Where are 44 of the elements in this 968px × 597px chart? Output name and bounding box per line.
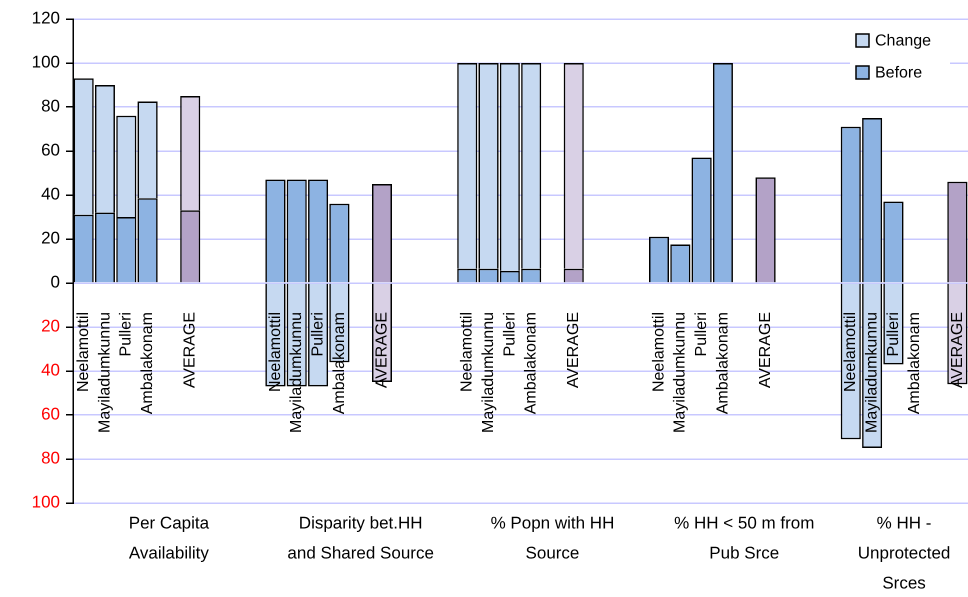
y-tick-label: 60 bbox=[41, 404, 60, 424]
x-tick-label: AVERAGE bbox=[565, 312, 582, 388]
x-tick-label: Ambalakonam bbox=[906, 312, 924, 414]
x-tick-label: Mayiladumkunnu bbox=[480, 312, 497, 433]
x-tick-label: Mayiladumkunnu bbox=[672, 312, 689, 433]
x-tick-label: Ambalakonam bbox=[522, 312, 540, 414]
x-tick-label: Ambalakonam bbox=[330, 312, 348, 414]
x-tick-label: Neelamottil bbox=[842, 312, 860, 392]
y-tick-label: 20 bbox=[41, 316, 60, 336]
x-tick-label: Ambalakonam bbox=[138, 312, 156, 414]
x-tick-label: Pulleri bbox=[884, 312, 902, 356]
x-tick-label: Pulleri bbox=[693, 312, 710, 356]
x-tick-label: Pulleri bbox=[118, 312, 135, 356]
x-tick-label: AVERAGE bbox=[182, 312, 199, 388]
text: Disparity bet.HH and Shared Source bbox=[287, 514, 434, 563]
x-tick-label: AVERAGE bbox=[756, 312, 774, 388]
y-tick-label: 100 bbox=[32, 492, 60, 512]
x-tick-label: Pulleri bbox=[501, 312, 518, 356]
text: % HH < 50 m from Pub Srce bbox=[674, 514, 814, 563]
y-tick-label: 40 bbox=[41, 184, 60, 204]
x-tick-label: Ambalakonam bbox=[714, 312, 732, 414]
y-tick-label: 120 bbox=[32, 8, 60, 28]
x-tick-label: Mayiladumkunnu bbox=[864, 312, 881, 433]
x-tick-label: AVERAGE bbox=[948, 312, 966, 388]
legend-label: Before bbox=[875, 64, 922, 82]
y-tick-label: 60 bbox=[41, 140, 60, 160]
y-tick-label: 0 bbox=[50, 272, 60, 292]
x-tick-label: Mayiladumkunnu bbox=[96, 312, 114, 433]
legend-label: Change bbox=[875, 32, 932, 50]
text: Per Capita Availability bbox=[128, 514, 210, 563]
x-tick-label: Neelamottil bbox=[650, 312, 668, 392]
y-tick-label: 80 bbox=[41, 448, 60, 468]
x-tick-label: Mayiladumkunnu bbox=[288, 312, 306, 433]
x-tick-label: AVERAGE bbox=[373, 312, 390, 388]
y-tick-label: 80 bbox=[41, 96, 60, 116]
y-tick-label: 20 bbox=[41, 228, 60, 248]
x-tick-label: Pulleri bbox=[309, 312, 326, 356]
x-tick-label: Neelamottil bbox=[266, 312, 284, 392]
text: % HH - Unprotected Srces bbox=[858, 514, 950, 593]
x-tick-label: Neelamottil bbox=[458, 312, 476, 392]
y-tick-label: 100 bbox=[32, 52, 60, 72]
x-tick-label: Neelamottil bbox=[75, 312, 92, 392]
text: % Popn with HH Source bbox=[490, 514, 614, 563]
y-tick-label: 40 bbox=[41, 360, 60, 380]
